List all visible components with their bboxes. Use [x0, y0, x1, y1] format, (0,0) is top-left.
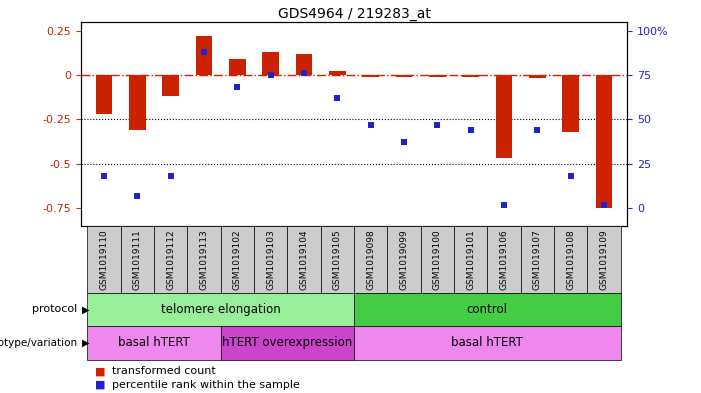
Text: GSM1019101: GSM1019101: [466, 229, 475, 290]
Text: GSM1019106: GSM1019106: [500, 229, 508, 290]
Point: [98, 173, 109, 179]
Text: GSM1019108: GSM1019108: [566, 229, 576, 290]
Point: [432, 121, 443, 128]
Bar: [521, 226, 554, 293]
Bar: [329, 72, 346, 75]
Point: [265, 72, 276, 78]
Text: GSM1019103: GSM1019103: [266, 229, 275, 290]
Point: [498, 202, 510, 208]
Bar: [388, 226, 421, 293]
Bar: [454, 226, 487, 293]
Text: genotype/variation: genotype/variation: [0, 338, 77, 348]
Text: transformed count: transformed count: [112, 366, 216, 376]
Text: GSM1019109: GSM1019109: [599, 229, 608, 290]
Bar: [121, 226, 154, 293]
Point: [232, 84, 243, 90]
Bar: [229, 59, 245, 75]
Point: [532, 127, 543, 133]
Bar: [487, 226, 521, 293]
Text: GSM1019104: GSM1019104: [299, 229, 308, 290]
Text: GSM1019110: GSM1019110: [100, 229, 109, 290]
Point: [132, 193, 143, 199]
Bar: [254, 226, 287, 293]
Point: [198, 49, 210, 55]
Text: GSM1019102: GSM1019102: [233, 229, 242, 290]
Text: GSM1019100: GSM1019100: [433, 229, 442, 290]
Bar: [587, 226, 620, 293]
Point: [465, 127, 476, 133]
Text: ▶: ▶: [82, 338, 90, 348]
Point: [299, 70, 310, 76]
Text: hTERT overexpression: hTERT overexpression: [222, 336, 353, 349]
Text: control: control: [467, 303, 508, 316]
Bar: [320, 226, 354, 293]
Point: [398, 139, 409, 145]
Bar: [262, 52, 279, 75]
Bar: [187, 226, 221, 293]
Bar: [496, 75, 512, 158]
Bar: [463, 75, 479, 77]
Bar: [429, 75, 446, 77]
Bar: [296, 53, 313, 75]
Bar: [562, 75, 579, 132]
Text: basal hTERT: basal hTERT: [451, 336, 524, 349]
Bar: [88, 226, 121, 293]
Text: ▶: ▶: [82, 305, 90, 314]
Text: GSM1019112: GSM1019112: [166, 229, 175, 290]
Bar: [221, 226, 254, 293]
Title: GDS4964 / 219283_at: GDS4964 / 219283_at: [278, 7, 430, 20]
Bar: [529, 75, 545, 79]
Text: percentile rank within the sample: percentile rank within the sample: [112, 380, 300, 389]
Point: [565, 173, 576, 179]
Bar: [88, 326, 221, 360]
Bar: [154, 226, 187, 293]
Bar: [395, 75, 412, 77]
Bar: [421, 226, 454, 293]
Text: GSM1019098: GSM1019098: [366, 229, 375, 290]
Bar: [95, 75, 112, 114]
Bar: [354, 293, 620, 326]
Bar: [88, 293, 354, 326]
Bar: [221, 326, 354, 360]
Point: [365, 121, 376, 128]
Text: GSM1019111: GSM1019111: [132, 229, 142, 290]
Bar: [354, 326, 620, 360]
Text: basal hTERT: basal hTERT: [118, 336, 190, 349]
Point: [165, 173, 176, 179]
Bar: [554, 226, 587, 293]
Text: GSM1019107: GSM1019107: [533, 229, 542, 290]
Text: ■: ■: [95, 366, 105, 376]
Bar: [163, 75, 179, 96]
Text: protocol: protocol: [32, 305, 77, 314]
Text: GSM1019113: GSM1019113: [200, 229, 208, 290]
Bar: [596, 75, 613, 208]
Text: telomere elongation: telomere elongation: [161, 303, 280, 316]
Text: GSM1019099: GSM1019099: [400, 229, 409, 290]
Text: ■: ■: [95, 380, 105, 389]
Text: GSM1019105: GSM1019105: [333, 229, 342, 290]
Bar: [287, 226, 320, 293]
Bar: [354, 226, 388, 293]
Bar: [196, 36, 212, 75]
Point: [332, 95, 343, 101]
Bar: [129, 75, 146, 130]
Point: [599, 202, 610, 208]
Bar: [362, 75, 379, 77]
